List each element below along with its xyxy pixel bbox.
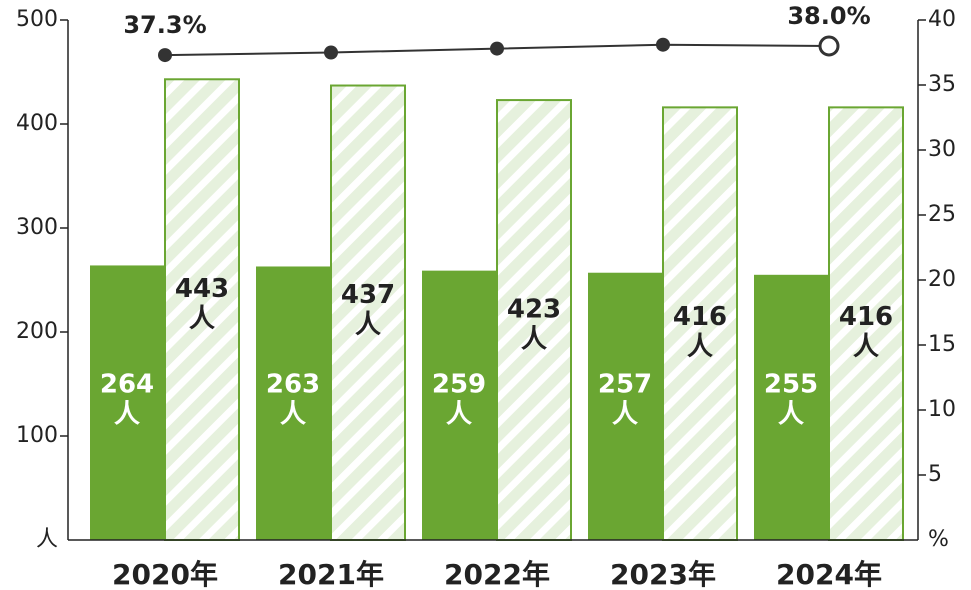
bar-value-label: 423 bbox=[507, 295, 561, 325]
bar-value-label: 257 bbox=[598, 370, 652, 400]
bar-value-label: 259 bbox=[432, 370, 486, 400]
bar bbox=[828, 106, 904, 542]
bar bbox=[588, 272, 662, 540]
line-value-label: 38.0% bbox=[787, 2, 870, 30]
bar bbox=[422, 270, 496, 540]
bar-value-label: 443 bbox=[175, 274, 229, 304]
line-point bbox=[656, 37, 670, 52]
y2-tick-label: 5 bbox=[928, 462, 942, 487]
bar bbox=[164, 78, 240, 541]
y2-tick-label: 35 bbox=[928, 72, 956, 97]
bar-value-unit: 人 bbox=[778, 400, 804, 430]
y2-tick-label: 15 bbox=[928, 332, 956, 357]
bar-value-unit: 人 bbox=[355, 310, 381, 340]
bar bbox=[330, 84, 406, 542]
y2-tick-label: 20 bbox=[928, 267, 956, 292]
bar-value-unit: 人 bbox=[521, 325, 547, 355]
bar-value-label: 255 bbox=[764, 370, 818, 400]
y2-tick-label: 40 bbox=[928, 7, 956, 32]
y-tick-label: 200 bbox=[16, 319, 58, 344]
bar-value-unit: 人 bbox=[687, 332, 713, 362]
bar-value-unit: 人 bbox=[853, 332, 879, 362]
bar bbox=[754, 274, 828, 540]
bar bbox=[496, 99, 572, 542]
bar-value-label: 437 bbox=[341, 280, 395, 310]
x-tick-label: 2023年 bbox=[610, 558, 716, 590]
bar bbox=[90, 265, 164, 540]
bar-value-label: 263 bbox=[266, 370, 320, 400]
x-tick-label: 2022年 bbox=[444, 558, 550, 590]
bar-value-unit: 人 bbox=[189, 304, 215, 334]
y-tick-label: 400 bbox=[16, 111, 58, 136]
y2-axis-unit: % bbox=[928, 527, 949, 552]
y-tick-label: 500 bbox=[16, 7, 58, 32]
y2-tick-label: 10 bbox=[928, 397, 956, 422]
x-tick-label: 2024年 bbox=[776, 558, 882, 590]
x-tick-label: 2021年 bbox=[278, 558, 384, 590]
x-tick-label: 2020年 bbox=[112, 558, 218, 590]
y-axis-unit: 人 bbox=[36, 527, 58, 552]
bar-value-label: 416 bbox=[839, 302, 893, 332]
line-point bbox=[490, 41, 504, 56]
line-point bbox=[158, 48, 172, 63]
bar-value-unit: 人 bbox=[280, 400, 306, 430]
bar-value-label: 264 bbox=[100, 370, 154, 400]
bar bbox=[662, 106, 738, 542]
bar-value-unit: 人 bbox=[114, 400, 140, 430]
y2-tick-label: 25 bbox=[928, 202, 956, 227]
bar-value-unit: 人 bbox=[446, 400, 472, 430]
y-tick-label: 100 bbox=[16, 423, 58, 448]
line-value-label: 37.3% bbox=[123, 11, 206, 39]
bar-value-label: 416 bbox=[673, 302, 727, 332]
line-point bbox=[818, 35, 840, 57]
y2-tick-label: 30 bbox=[928, 137, 956, 162]
bar bbox=[256, 266, 330, 540]
line-point bbox=[324, 45, 338, 60]
y-tick-label: 300 bbox=[16, 215, 58, 240]
bar-value-unit: 人 bbox=[612, 400, 638, 430]
